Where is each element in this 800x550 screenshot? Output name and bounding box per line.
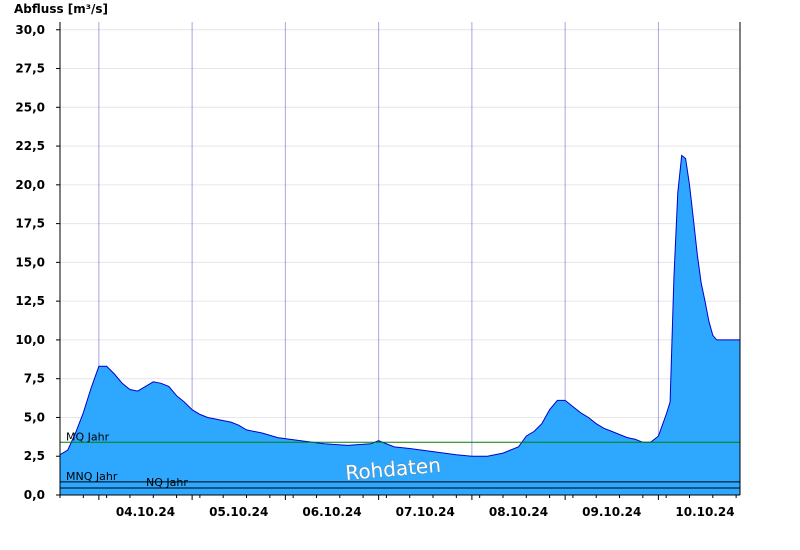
y-tick-label: 0,0 — [24, 488, 45, 502]
axes — [56, 22, 741, 500]
reference-line-label: NQ Jahr — [146, 476, 188, 489]
y-tick-label: 10,0 — [15, 333, 45, 347]
x-tick-label: 04.10.24 — [116, 505, 175, 519]
y-tick-label: 2,5 — [24, 449, 45, 463]
reference-lines: MQ Jahr MNQ Jahr NQ Jahr — [60, 430, 740, 489]
x-tick-label: 07.10.24 — [396, 505, 455, 519]
y-tick-label: 17,5 — [15, 217, 45, 231]
y-tick-labels: 0,0 2,5 5,0 7,5 10,0 12,5 15,0 17,5 20,0 22,5 25,0… — [15, 23, 45, 502]
discharge-line — [59, 154, 740, 457]
plot-area — [59, 154, 740, 495]
y-tick-label: 25,0 — [15, 100, 45, 114]
y-tick-label: 30,0 — [15, 23, 45, 37]
x-tick-label: 10.10.24 — [675, 505, 734, 519]
discharge-area — [60, 155, 740, 495]
x-tick-label: 08.10.24 — [489, 505, 548, 519]
reference-line-label: MNQ Jahr — [66, 470, 118, 483]
y-tick-label: 5,0 — [24, 410, 45, 424]
y-tick-label: 12,5 — [15, 294, 45, 308]
y-tick-label: 22,5 — [15, 139, 45, 153]
x-tick-label: 09.10.24 — [582, 505, 641, 519]
y-tick-label: 27,5 — [15, 62, 45, 76]
y-tick-label: 20,0 — [15, 178, 45, 192]
y-axis-label: Abfluss [m³/s] — [14, 2, 108, 16]
x-tick-label: 05.10.24 — [209, 505, 268, 519]
y-tick-label: 7,5 — [24, 372, 45, 386]
reference-line-label: MQ Jahr — [66, 430, 110, 443]
x-tick-labels: 04.10.24 05.10.24 06.10.24 07.10.24 08.10.24… — [116, 505, 735, 519]
y-tick-label: 15,0 — [15, 255, 45, 269]
x-tick-label: 06.10.24 — [302, 505, 361, 519]
